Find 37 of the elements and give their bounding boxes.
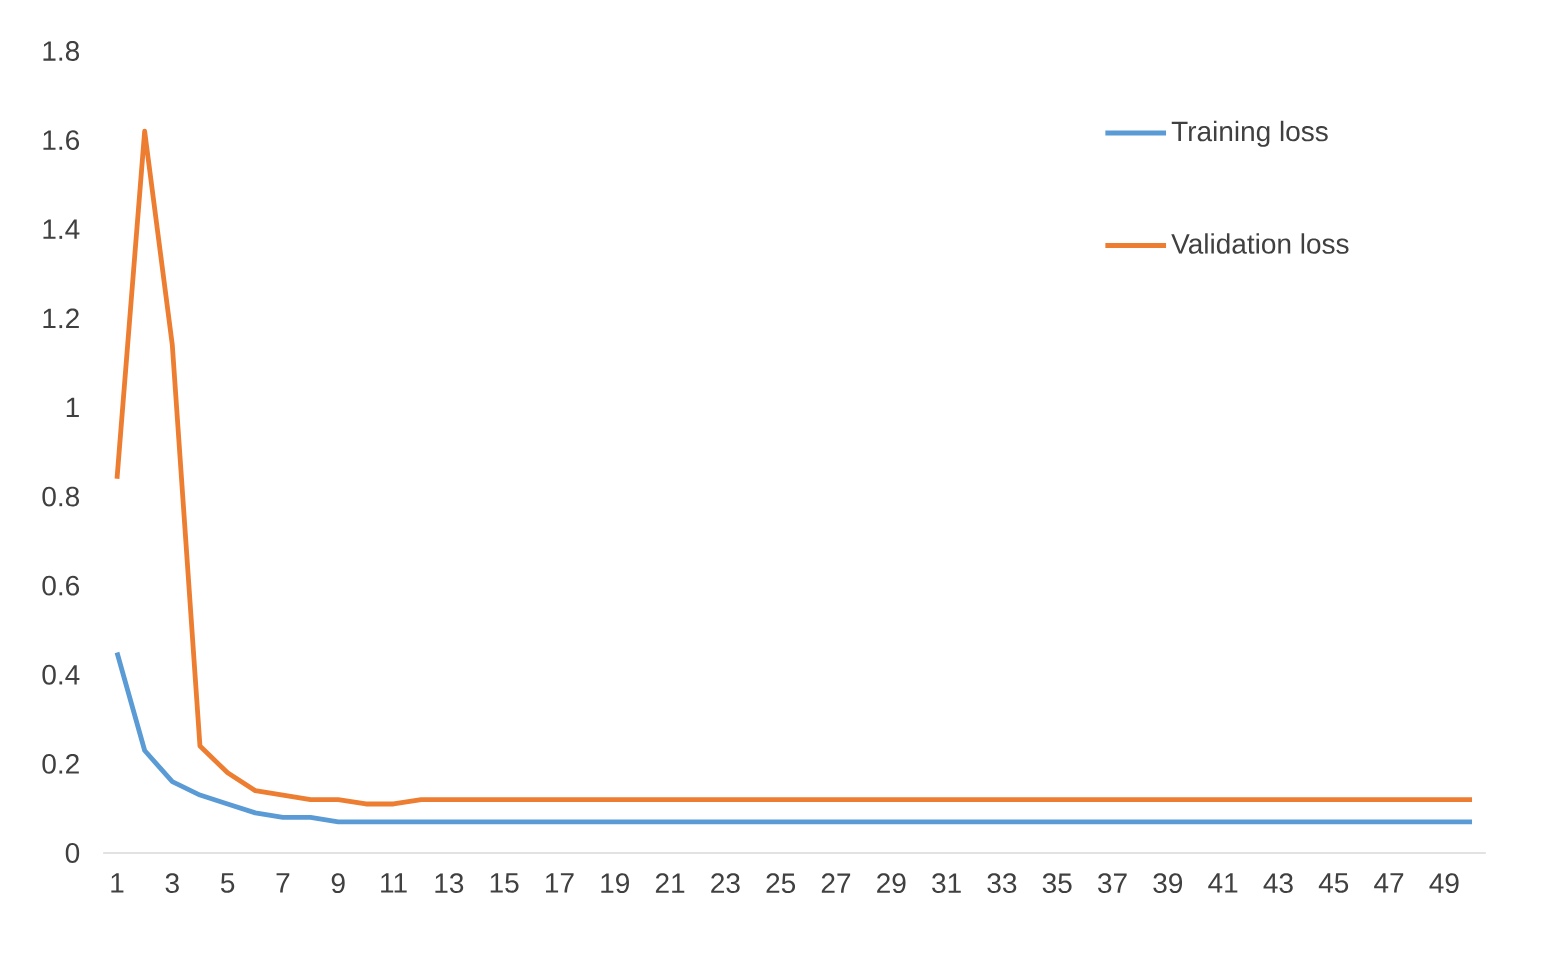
x-tick-label: 31 [932,873,961,894]
x-tick-label: 29 [877,873,906,894]
x-tick-label: 49 [1429,873,1459,894]
x-tick-label: 25 [766,873,796,894]
y-tick-label: 0.6 [42,575,80,596]
x-tick-label: 15 [490,873,519,893]
y-tick-label: 1.6 [43,130,80,151]
x-tick-label: 37 [1098,873,1127,894]
y-tick-label: 1.4 [43,219,80,239]
x-tick-label: 17 [546,873,574,893]
x-tick-label: 33 [987,873,1017,894]
x-tick-label: 5 [220,873,235,893]
x-tick-label: 27 [821,873,851,893]
x-tick-label: 45 [1318,873,1349,893]
x-tick-label: 3 [165,873,179,894]
x-tick-label: 21 [655,873,685,893]
x-tick-label: 23 [711,873,740,894]
y-tick-label: 0.2 [42,753,79,774]
x-tick-label: 41 [1208,873,1238,893]
x-tick-label: 13 [435,873,464,894]
x-tick-label: 43 [1263,873,1293,894]
x-tick-label: 11 [381,873,407,893]
y-tick-label: 0.8 [42,486,80,507]
x-tick-label: 39 [1153,873,1183,894]
y-tick-label: 0 [65,843,80,863]
x-tick-label: 47 [1374,873,1404,893]
y-tick-label: 1.2 [43,308,79,329]
x-tick-label: 19 [601,873,629,894]
x-tick-label: 9 [331,873,345,894]
legend-label: Training loss [1171,120,1328,147]
x-tick-label: 7 [276,873,290,893]
y-tick-label: 0.4 [42,664,80,685]
x-tick-label: 35 [1042,873,1072,894]
y-tick-label: 1.8 [43,41,80,61]
legend-label: Validation loss [1171,233,1349,254]
y-tick-label: 1 [66,397,79,418]
x-tick-label: 1 [111,873,124,893]
